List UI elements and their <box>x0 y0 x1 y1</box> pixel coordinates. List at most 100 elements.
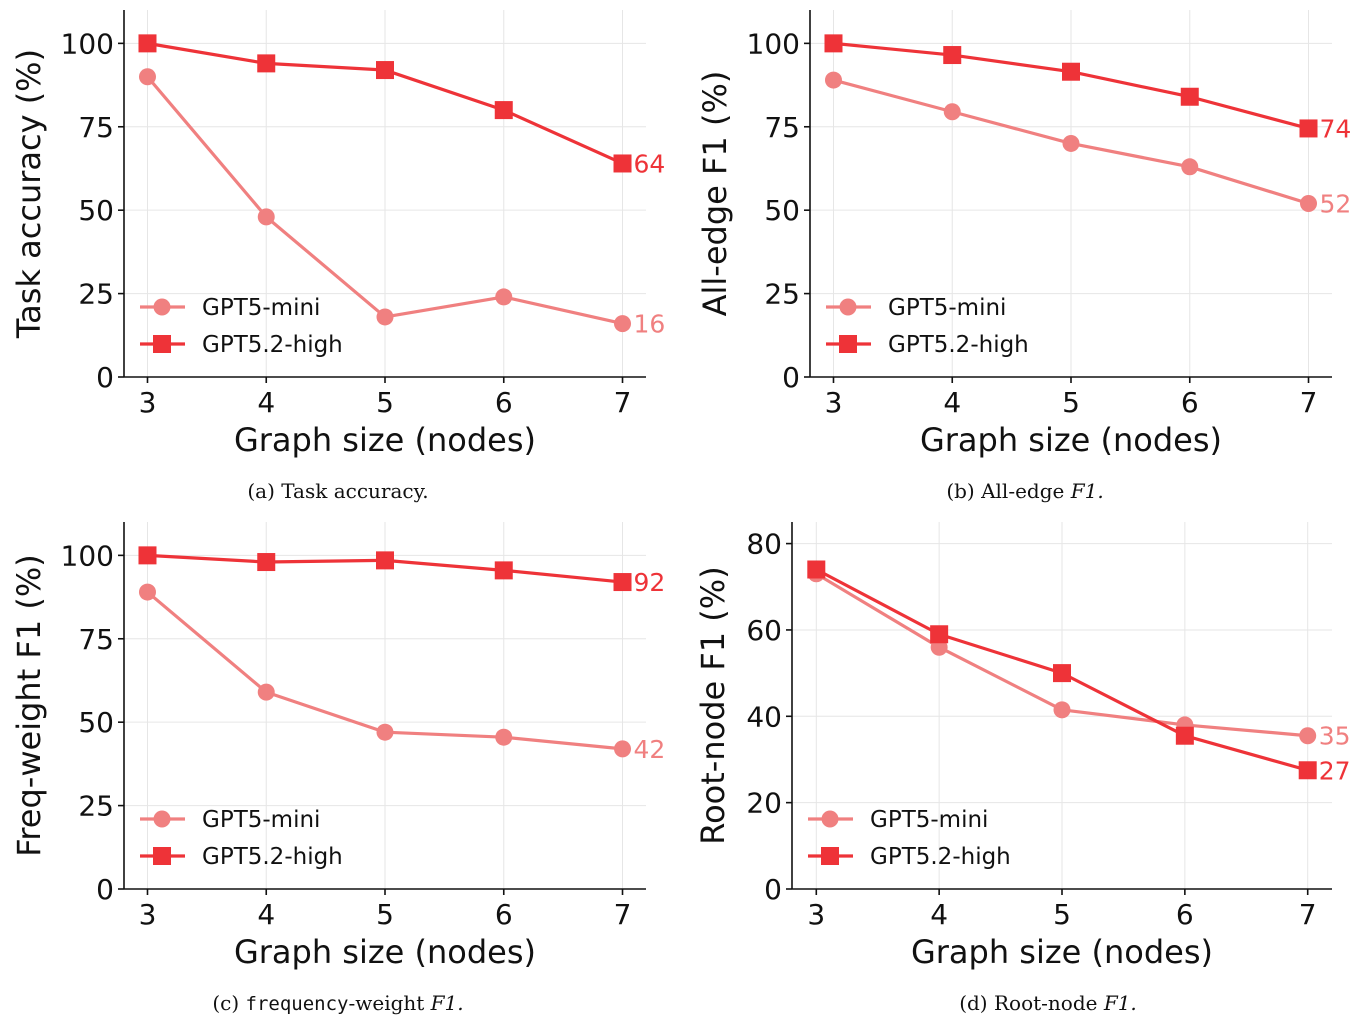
y-tick-label: 100 <box>61 539 114 572</box>
caption-math: F1. <box>430 991 464 1015</box>
x-tick-label: 6 <box>1176 898 1194 931</box>
y-tick-label: 75 <box>78 111 114 144</box>
legend-label-gpt5-mini: GPT5-mini <box>888 295 1006 321</box>
y-tick-label: 75 <box>78 623 114 656</box>
legend-marker-gpt5-mini <box>839 298 857 316</box>
data-point-gpt52-high <box>494 561 513 580</box>
x-tick-label: 7 <box>614 386 632 419</box>
end-value-label: 74 <box>1320 114 1352 143</box>
end-value-label: 42 <box>634 735 666 764</box>
legend-label-gpt52-high: GPT5.2-high <box>870 844 1011 870</box>
x-tick-label: 7 <box>614 898 632 931</box>
y-axis-label: Task accuracy (%) <box>10 49 48 339</box>
panel-caption: (c) frequency-weight F1. <box>212 991 463 1015</box>
x-tick-label: 3 <box>807 898 825 931</box>
x-tick-label: 5 <box>1053 898 1071 931</box>
data-point-gpt5-mini <box>1300 195 1318 213</box>
legend-marker-gpt52-high <box>153 335 171 353</box>
data-point-gpt5-mini <box>376 308 394 326</box>
data-point-gpt5-mini <box>1299 727 1317 745</box>
chart-panel-b: 0 25 50 75 100 3 4 5 6 7 Graph size (nodes) All-edg… <box>696 10 1351 503</box>
x-tick-label: 3 <box>139 898 157 931</box>
end-value-label: 16 <box>634 310 666 339</box>
y-tick-label: 0 <box>96 873 114 906</box>
legend-marker-gpt5-mini <box>153 810 171 828</box>
y-tick-label: 40 <box>746 700 782 733</box>
data-point-gpt52-high <box>943 46 962 65</box>
caption-math: F1. <box>1103 991 1137 1015</box>
data-point-gpt52-high <box>376 551 394 570</box>
y-axis-label: Freq-weight F1 (%) <box>10 554 48 856</box>
x-axis-label: Graph size (nodes) <box>234 421 536 459</box>
data-point-gpt5-mini <box>495 288 513 306</box>
legend-label-gpt52-high: GPT5.2-high <box>202 332 343 358</box>
y-tick-label: 0 <box>764 873 782 906</box>
data-point-gpt52-high <box>257 553 276 572</box>
x-tick-label: 7 <box>1299 898 1317 931</box>
x-axis-label: Graph size (nodes) <box>234 933 536 971</box>
panel-caption: (d) Root-node F1. <box>959 991 1137 1015</box>
x-tick-label: 5 <box>376 898 394 931</box>
data-point-gpt52-high <box>1053 664 1071 683</box>
x-tick-label: 6 <box>495 386 513 419</box>
data-point-gpt5-mini <box>1053 701 1071 719</box>
data-point-gpt52-high <box>1062 62 1080 81</box>
legend-marker-gpt52-high <box>153 847 171 865</box>
end-value-label: 27 <box>1319 756 1351 785</box>
data-point-gpt52-high <box>1299 119 1318 138</box>
data-point-gpt5-mini <box>495 728 513 746</box>
x-axis-label: Graph size (nodes) <box>911 933 1213 971</box>
chart-panel-c: 0 25 50 75 100 3 4 5 6 7 Graph size (nodes) Freq-we… <box>10 522 665 1015</box>
panel-caption: (a) Task accuracy. <box>247 479 428 503</box>
x-tick-label: 3 <box>139 386 157 419</box>
caption-mono: frequency <box>246 993 349 1015</box>
caption-prefix: (c) <box>212 991 245 1015</box>
data-point-gpt5-mini <box>614 315 632 333</box>
y-tick-label: 20 <box>746 787 782 820</box>
legend-label-gpt52-high: GPT5.2-high <box>202 844 343 870</box>
legend-label-gpt52-high: GPT5.2-high <box>888 332 1029 358</box>
chart-panel-a: 0 25 50 75 100 3 4 5 6 7 Graph size (nodes) Task ac… <box>10 10 665 503</box>
x-tick-label: 5 <box>1062 386 1080 419</box>
y-tick-label: 50 <box>78 194 114 227</box>
y-tick-label: 25 <box>78 278 114 311</box>
y-tick-label: 100 <box>61 27 114 60</box>
x-tick-label: 4 <box>930 898 948 931</box>
y-tick-label: 25 <box>78 790 114 823</box>
data-point-gpt52-high <box>257 54 276 73</box>
data-point-gpt52-high <box>613 154 632 173</box>
legend-marker-gpt52-high <box>839 335 857 353</box>
y-tick-label: 0 <box>782 361 800 394</box>
data-point-gpt52-high <box>1180 87 1199 106</box>
y-tick-label: 60 <box>746 614 782 647</box>
data-point-gpt5-mini <box>257 683 275 701</box>
caption-math: F1. <box>1070 479 1104 503</box>
data-point-gpt52-high <box>494 101 513 120</box>
x-tick-label: 4 <box>257 898 275 931</box>
data-point-gpt5-mini <box>614 740 632 758</box>
y-tick-label: 75 <box>764 111 800 144</box>
x-tick-label: 5 <box>376 386 394 419</box>
data-point-gpt52-high <box>138 546 157 565</box>
x-axis-label: Graph size (nodes) <box>920 421 1222 459</box>
end-value-label: 92 <box>634 568 666 597</box>
data-point-gpt5-mini <box>1062 134 1080 152</box>
y-tick-label: 50 <box>78 706 114 739</box>
legend-label-gpt5-mini: GPT5-mini <box>870 807 988 833</box>
caption-suffix: -weight <box>348 991 430 1015</box>
x-tick-label: 4 <box>943 386 961 419</box>
data-point-gpt52-high <box>1298 761 1317 780</box>
data-point-gpt5-mini <box>1181 158 1199 176</box>
legend-marker-gpt5-mini <box>153 298 171 316</box>
y-tick-label: 50 <box>764 194 800 227</box>
y-tick-label: 0 <box>96 361 114 394</box>
chart-panel-d: 0 20 40 60 80 3 4 5 6 7 Graph size (nodes) Root-nod… <box>694 522 1351 1015</box>
end-value-label: 52 <box>1320 190 1352 219</box>
legend-marker-gpt5-mini <box>821 810 839 828</box>
end-value-label: 35 <box>1319 722 1351 751</box>
legend-marker-gpt52-high <box>821 847 839 865</box>
legend-label-gpt5-mini: GPT5-mini <box>202 807 320 833</box>
data-point-gpt52-high <box>613 573 632 592</box>
data-point-gpt5-mini <box>138 68 156 86</box>
